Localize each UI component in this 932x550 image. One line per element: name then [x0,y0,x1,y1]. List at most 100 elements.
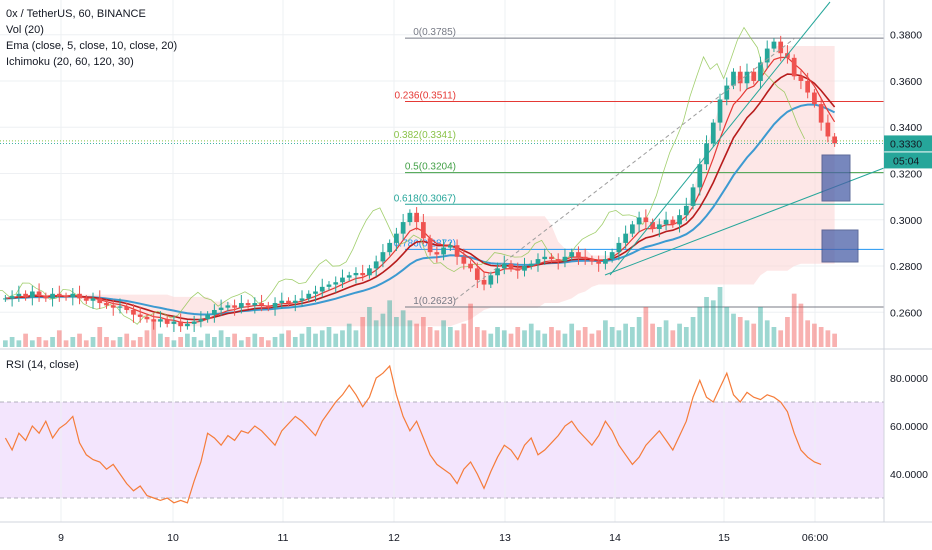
position-box-lower [821,229,859,263]
volume-bar [3,340,8,347]
volume-bar [198,340,204,347]
volume-bar [603,320,608,347]
candle-body [414,212,419,223]
volume-bar [158,333,163,347]
volume-bar [137,337,143,347]
volume-bar [23,333,28,347]
fib-level-label: 0.618(0.3067) [394,193,456,204]
candle-body [63,296,69,298]
volume-bar [218,330,224,347]
volume-bar [791,293,797,347]
candle-body [151,319,157,322]
trend-channel-upper [609,1,831,276]
volume-bar [542,333,548,347]
candle-body [589,259,595,262]
candle-body [292,300,298,304]
candle-body [683,205,689,216]
candle-body [468,263,473,269]
candle-body [387,242,393,253]
candle-body [454,245,460,257]
volume-bar [279,333,285,347]
candle-body [380,252,386,262]
candle-body [549,256,554,260]
volume-bar [832,333,837,347]
candle-body [656,224,662,230]
volume-bar [596,330,602,347]
volume-bar [663,320,669,347]
candle-body [104,303,109,306]
volume-bar [333,333,339,347]
volume-bar [131,340,136,347]
candle-body [205,314,210,320]
volume-bar [643,307,649,347]
candle-body [609,252,615,260]
ichimoku-cloud [5,46,835,327]
volume-bar [97,327,103,347]
fib-level-label: 0(0.3785) [413,27,456,38]
volume-bar [407,320,413,347]
fib-trend-line [454,37,796,301]
candle-body [731,71,736,86]
volume-bar [205,333,210,347]
volume-bar [522,330,527,347]
volume-bar [245,337,251,347]
candle-body [663,219,669,225]
candle-body [535,259,541,264]
volume-bar [178,337,184,347]
candle-body [43,296,49,299]
candle-body [818,104,824,123]
symbol-title[interactable]: 0x / TetherUS, 60, BINANCE [6,8,146,20]
volume-bar [380,313,386,347]
volume-bar [447,327,453,347]
volume-bar [454,330,460,347]
volume-bar [63,340,69,347]
ichimoku-indicator-label[interactable]: Ichimoku (20, 60, 120, 30) [6,56,134,68]
time-axis-tick: 11 [278,532,289,544]
volume-bar [677,323,682,347]
candle-body [9,296,15,299]
volume-bar [36,337,42,347]
candle-body [825,122,831,137]
candle-body [326,284,332,287]
volume-bar [259,337,264,347]
candle-body [421,222,426,239]
volume-bar [717,287,723,347]
candle-body [434,252,440,255]
candle-body [650,222,655,230]
candle-body [306,293,312,299]
volume-bar [656,327,662,347]
candle-body [373,261,379,269]
volume-bar [56,330,62,347]
candle-body [212,309,217,315]
volume-bar [825,330,831,347]
candle-body [272,303,278,308]
candle-body [697,164,703,188]
vol-indicator-label[interactable]: Vol (20) [6,24,44,36]
volume-bar [232,333,237,347]
candle-body [360,272,366,276]
candle-body [569,252,575,257]
volume-bar [414,323,419,347]
volume-bar [400,310,406,347]
volume-bar [299,333,305,347]
candle-body [447,245,453,248]
volume-bar [515,327,521,347]
timer-tag-bg [884,152,932,169]
rsi-indicator-label[interactable]: RSI (14, close) [6,359,79,371]
candle-body [259,303,264,306]
volume-bar [360,317,366,347]
candle-body [744,71,750,84]
volume-bar [785,317,790,347]
rsi-axis-tick: 40.0000 [890,469,928,481]
ema-indicator-label[interactable]: Ema (close, 5, close, 10, close, 20) [6,40,178,52]
volume-bar [751,323,757,347]
volume-bar [670,330,676,347]
volume-bar [272,337,278,347]
main-pane-legend: 0x / TetherUS, 60, BINANCE Vol (20) Ema … [6,6,177,70]
candle-body [576,252,581,257]
volume-bar [508,333,514,347]
candle-body [353,272,359,276]
candle-body [90,298,96,301]
volume-bar [212,337,217,347]
